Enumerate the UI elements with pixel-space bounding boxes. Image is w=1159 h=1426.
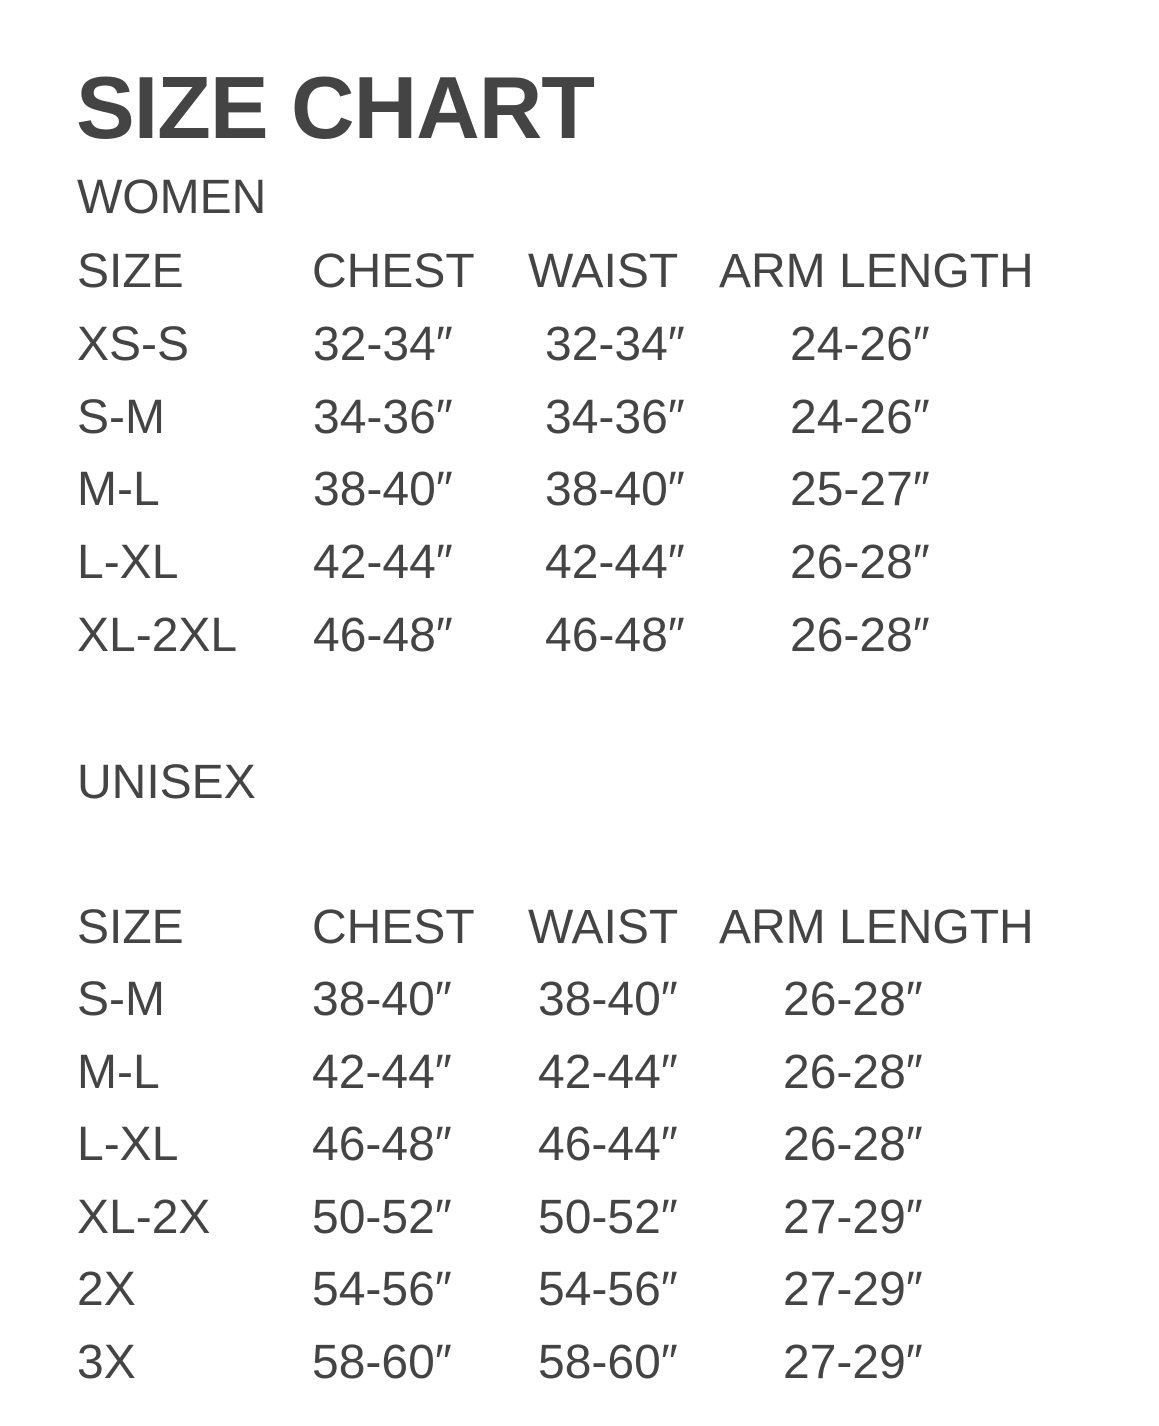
page-title: SIZE CHART: [76, 58, 595, 157]
cell-waist: 50-52″: [538, 1191, 678, 1244]
cell-size: M-L: [77, 463, 160, 516]
table-row: L-XL 46-48″ 46-44″ 26-28″: [0, 1115, 1159, 1175]
cell-size: 3X: [77, 1336, 136, 1389]
section-label-unisex: UNISEX: [77, 756, 256, 809]
cell-waist: 38-40″: [538, 973, 678, 1026]
cell-arm-length: 26-28″: [783, 973, 923, 1026]
column-header-waist: WAIST: [528, 901, 679, 954]
column-header-chest: CHEST: [312, 901, 475, 954]
column-header-size: SIZE: [77, 901, 184, 954]
cell-waist: 58-60″: [538, 1336, 678, 1389]
cell-waist: 42-44″: [545, 536, 685, 589]
table-row: XL-2XL 46-48″ 46-48″ 26-28″: [0, 606, 1159, 666]
cell-size: S-M: [77, 391, 165, 444]
table-row: L-XL 42-44″ 42-44″ 26-28″: [0, 533, 1159, 593]
column-header-waist: WAIST: [528, 245, 679, 298]
cell-arm-length: 25-27″: [790, 463, 930, 516]
cell-arm-length: 26-28″: [783, 1118, 923, 1171]
cell-waist: 46-48″: [545, 609, 685, 662]
table-row: 3X 58-60″ 58-60″ 27-29″: [0, 1333, 1159, 1393]
table-row: XS-S 32-34″ 32-34″ 24-26″: [0, 315, 1159, 375]
cell-size: M-L: [77, 1046, 160, 1099]
cell-arm-length: 24-26″: [790, 391, 930, 444]
cell-arm-length: 26-28″: [790, 536, 930, 589]
cell-chest: 58-60″: [312, 1336, 452, 1389]
cell-arm-length: 26-28″: [783, 1046, 923, 1099]
table-row: S-M 38-40″ 38-40″ 26-28″: [0, 970, 1159, 1030]
cell-chest: 42-44″: [313, 536, 453, 589]
cell-waist: 42-44″: [538, 1046, 678, 1099]
cell-chest: 34-36″: [313, 391, 453, 444]
cell-chest: 50-52″: [312, 1191, 452, 1244]
table-row: M-L 42-44″ 42-44″ 26-28″: [0, 1043, 1159, 1103]
column-header-arm-length: ARM LENGTH: [719, 245, 1034, 298]
cell-waist: 46-44″: [538, 1118, 678, 1171]
women-header-row: SIZE CHEST WAIST ARM LENGTH: [0, 242, 1159, 302]
cell-waist: 54-56″: [538, 1263, 678, 1316]
cell-chest: 32-34″: [313, 318, 453, 371]
cell-waist: 38-40″: [545, 463, 685, 516]
table-row: M-L 38-40″ 38-40″ 25-27″: [0, 460, 1159, 520]
cell-size: XL-2X: [77, 1191, 211, 1244]
cell-arm-length: 26-28″: [790, 609, 930, 662]
table-row: 2X 54-56″ 54-56″ 27-29″: [0, 1260, 1159, 1320]
column-header-arm-length: ARM LENGTH: [719, 901, 1034, 954]
cell-chest: 42-44″: [312, 1046, 452, 1099]
column-header-size: SIZE: [77, 245, 184, 298]
cell-size: 2X: [77, 1263, 136, 1316]
cell-arm-length: 27-29″: [783, 1263, 923, 1316]
cell-size: L-XL: [77, 1118, 179, 1171]
cell-arm-length: 27-29″: [783, 1191, 923, 1244]
cell-arm-length: 27-29″: [783, 1336, 923, 1389]
table-row: XL-2X 50-52″ 50-52″ 27-29″: [0, 1188, 1159, 1248]
cell-chest: 46-48″: [313, 609, 453, 662]
cell-size: S-M: [77, 973, 165, 1026]
cell-size: L-XL: [77, 536, 179, 589]
cell-size: XL-2XL: [77, 609, 238, 662]
cell-chest: 46-48″: [312, 1118, 452, 1171]
cell-waist: 32-34″: [545, 318, 685, 371]
table-row: S-M 34-36″ 34-36″ 24-26″: [0, 388, 1159, 448]
cell-chest: 38-40″: [312, 973, 452, 1026]
section-label-women: WOMEN: [77, 171, 267, 224]
cell-arm-length: 24-26″: [790, 318, 930, 371]
unisex-header-row: SIZE CHEST WAIST ARM LENGTH: [0, 898, 1159, 958]
cell-waist: 34-36″: [545, 391, 685, 444]
cell-chest: 38-40″: [313, 463, 453, 516]
column-header-chest: CHEST: [312, 245, 475, 298]
cell-chest: 54-56″: [312, 1263, 452, 1316]
cell-size: XS-S: [77, 318, 190, 371]
